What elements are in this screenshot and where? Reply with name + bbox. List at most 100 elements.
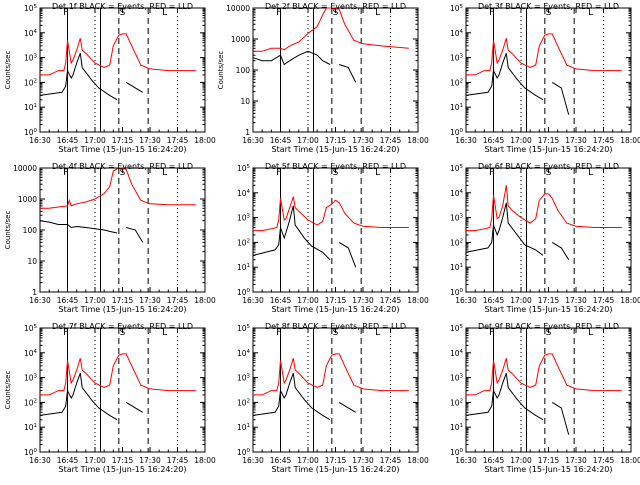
x-tick-label: 17:30 bbox=[139, 136, 161, 145]
x-tick-label: 17:00 bbox=[297, 296, 319, 305]
x-tick-label: 17:00 bbox=[510, 456, 532, 465]
x-tick-label: 16:45 bbox=[483, 456, 505, 465]
panel-7: FSL16:3016:4517:0017:1517:3017:4518:0010… bbox=[4, 322, 216, 474]
y-tick-label: 105 bbox=[450, 164, 464, 173]
x-tick-label: 16:30 bbox=[242, 456, 264, 465]
x-tick-label: 17:30 bbox=[352, 456, 374, 465]
series-events bbox=[252, 50, 357, 83]
series-events bbox=[252, 373, 356, 421]
annotation-f: F bbox=[63, 168, 68, 178]
series-events bbox=[39, 373, 143, 421]
series-events bbox=[465, 53, 570, 115]
panel-8: FSL16:3016:4517:0017:1517:3017:4518:0010… bbox=[237, 322, 429, 474]
y-tick-label: 10 bbox=[240, 97, 250, 106]
chart-title: Det 7f BLACK = Events, RED = LLD bbox=[52, 322, 193, 331]
x-tick-label: 17:15 bbox=[325, 456, 347, 465]
series-lld bbox=[40, 353, 196, 396]
x-tick-label: 16:45 bbox=[483, 136, 505, 145]
series-events bbox=[252, 205, 357, 268]
y-tick-label: 105 bbox=[450, 324, 464, 333]
x-tick-label: 18:00 bbox=[194, 456, 216, 465]
series-lld bbox=[466, 33, 622, 76]
x-tick-label: 18:00 bbox=[194, 136, 216, 145]
panel-1: FSL16:3016:4517:0017:1517:3017:4518:0010… bbox=[4, 2, 216, 154]
x-tick-label: 18:00 bbox=[407, 136, 429, 145]
x-tick-label: 17:45 bbox=[167, 136, 189, 145]
annotation-f: F bbox=[276, 8, 281, 18]
y-tick-label: 105 bbox=[24, 4, 38, 13]
y-axis-label: Counts/sec bbox=[4, 51, 12, 90]
series-lld bbox=[466, 185, 622, 232]
x-tick-label: 17:45 bbox=[167, 296, 189, 305]
y-tick-label: 1 bbox=[245, 128, 250, 137]
annotation-l: L bbox=[588, 8, 593, 18]
y-tick-label: 102 bbox=[450, 78, 463, 87]
y-tick-label: 100 bbox=[236, 66, 251, 75]
x-tick-label: 17:30 bbox=[139, 456, 161, 465]
x-tick-label: 17:30 bbox=[565, 296, 587, 305]
annotation-l: L bbox=[588, 328, 593, 338]
x-axis-label: Start Time (15-Jun-15 16:24:20) bbox=[272, 145, 400, 154]
x-tick-label: 17:45 bbox=[593, 296, 615, 305]
y-tick-label: 104 bbox=[450, 29, 464, 38]
x-axis-label: Start Time (15-Jun-15 16:24:20) bbox=[485, 145, 613, 154]
annotation-f: F bbox=[489, 328, 494, 338]
panel-6: FSL16:3016:4517:0017:1517:3017:4518:0010… bbox=[450, 162, 640, 314]
y-tick-label: 105 bbox=[237, 324, 251, 333]
x-axis-label: Start Time (15-Jun-15 16:24:20) bbox=[59, 145, 187, 154]
annotation-f: F bbox=[63, 8, 68, 18]
x-tick-label: 18:00 bbox=[620, 136, 640, 145]
series-lld bbox=[253, 353, 409, 396]
y-tick-label: 101 bbox=[237, 263, 250, 272]
x-tick-label: 17:15 bbox=[538, 136, 560, 145]
y-tick-label: 103 bbox=[24, 374, 38, 383]
chart-title: Det 1f BLACK = Events, RED = LLD bbox=[52, 2, 193, 11]
x-axis-label: Start Time (15-Jun-15 16:24:20) bbox=[272, 305, 400, 314]
x-tick-label: 17:15 bbox=[538, 456, 560, 465]
y-tick-label: 100 bbox=[24, 448, 38, 457]
x-tick-label: 16:45 bbox=[57, 296, 79, 305]
series-lld bbox=[253, 7, 409, 52]
y-tick-label: 100 bbox=[23, 226, 38, 235]
y-tick-label: 102 bbox=[24, 398, 37, 407]
x-tick-label: 16:30 bbox=[29, 456, 51, 465]
annotation-l: L bbox=[162, 328, 167, 338]
series-lld bbox=[466, 353, 622, 396]
x-tick-label: 16:45 bbox=[270, 296, 292, 305]
y-tick-label: 105 bbox=[237, 164, 251, 173]
y-axis-label: Counts/sec bbox=[217, 51, 225, 90]
x-tick-label: 17:15 bbox=[112, 136, 134, 145]
y-tick-label: 102 bbox=[450, 398, 463, 407]
panel-5: FSL16:3016:4517:0017:1517:3017:4518:0010… bbox=[237, 162, 429, 314]
panel-2: FSL16:3016:4517:0017:1517:3017:4518:0011… bbox=[217, 2, 429, 154]
x-tick-label: 17:00 bbox=[84, 456, 106, 465]
series-events bbox=[465, 202, 570, 260]
y-tick-label: 10000 bbox=[226, 4, 250, 13]
x-tick-label: 18:00 bbox=[407, 296, 429, 305]
series-lld bbox=[253, 196, 409, 232]
y-tick-label: 104 bbox=[237, 189, 251, 198]
x-tick-label: 16:30 bbox=[455, 136, 477, 145]
x-tick-label: 17:00 bbox=[297, 456, 319, 465]
y-tick-label: 104 bbox=[237, 349, 251, 358]
annotation-l: L bbox=[375, 328, 380, 338]
y-tick-label: 104 bbox=[24, 349, 38, 358]
series-events bbox=[39, 53, 143, 101]
x-axis-label: Start Time (15-Jun-15 16:24:20) bbox=[485, 305, 613, 314]
series-events bbox=[465, 373, 570, 435]
y-tick-label: 103 bbox=[450, 214, 464, 223]
annotation-l: L bbox=[162, 8, 167, 18]
x-tick-label: 17:30 bbox=[565, 136, 587, 145]
x-tick-label: 17:15 bbox=[538, 296, 560, 305]
y-tick-label: 104 bbox=[450, 349, 464, 358]
plot-frame bbox=[39, 7, 206, 133]
x-tick-label: 17:45 bbox=[380, 296, 402, 305]
x-tick-label: 16:45 bbox=[270, 136, 292, 145]
y-tick-label: 100 bbox=[450, 128, 464, 137]
x-tick-label: 16:45 bbox=[483, 296, 505, 305]
y-tick-label: 104 bbox=[450, 189, 464, 198]
x-tick-label: 17:45 bbox=[380, 456, 402, 465]
annotation-f: F bbox=[276, 168, 281, 178]
plot-frame bbox=[252, 167, 419, 293]
plot-frame bbox=[465, 327, 632, 453]
